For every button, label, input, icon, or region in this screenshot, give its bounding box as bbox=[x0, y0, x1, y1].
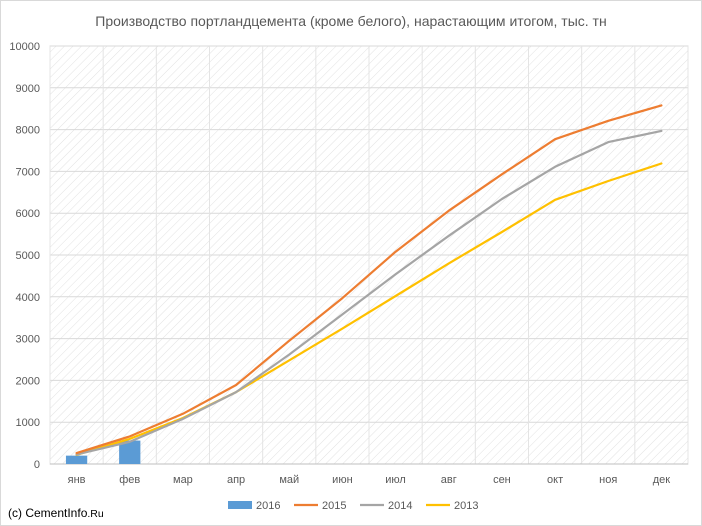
x-tick-label: окт bbox=[547, 474, 563, 486]
credit-prefix: (с) bbox=[8, 506, 25, 520]
legend: 2016 2015 2014 2013 bbox=[228, 500, 478, 512]
y-tick-label: 8000 bbox=[16, 125, 40, 137]
y-tick-label: 9000 bbox=[16, 83, 40, 95]
x-tick-label: сен bbox=[493, 474, 511, 486]
bar-series bbox=[65, 440, 141, 464]
credit-main: CementInfo bbox=[25, 506, 87, 520]
line-series-2014 bbox=[75, 129, 663, 456]
line-series-2013 bbox=[75, 162, 663, 456]
y-tick-label: 2000 bbox=[16, 375, 40, 387]
y-tick-label: 3000 bbox=[16, 334, 40, 346]
legend-label-2013: 2013 bbox=[454, 500, 478, 512]
x-tick-label: мар bbox=[173, 474, 193, 486]
y-tick-label: 5000 bbox=[16, 250, 40, 262]
legend-label-2015: 2015 bbox=[322, 500, 346, 512]
credit-text: (с) CementInfo.Ru bbox=[8, 506, 104, 520]
y-tick-label: 6000 bbox=[16, 208, 40, 220]
y-tick-label: 10000 bbox=[9, 41, 40, 53]
y-tick-label: 4000 bbox=[16, 292, 40, 304]
legend-swatch-2016 bbox=[228, 501, 252, 509]
x-tick-label: апр bbox=[227, 474, 245, 486]
credit-suffix: .Ru bbox=[87, 508, 104, 520]
legend-label-2016: 2016 bbox=[256, 500, 280, 512]
y-tick-label: 1000 bbox=[16, 417, 40, 429]
x-tick-label: фев bbox=[119, 474, 140, 486]
line-series-2015 bbox=[75, 104, 663, 455]
y-axis-ticks: 0 1000 2000 3000 4000 5000 6000 7000 8000 9000 100… bbox=[9, 41, 40, 471]
x-tick-label: июн bbox=[332, 474, 352, 486]
chart-title: Производство портландцемента (кроме бело… bbox=[95, 13, 606, 29]
x-tick-label: авг bbox=[441, 474, 457, 486]
line-series bbox=[75, 104, 663, 456]
x-tick-label: июл bbox=[385, 474, 406, 486]
x-tick-label: май bbox=[279, 474, 299, 486]
legend-label-2014: 2014 bbox=[388, 500, 412, 512]
bar-2016-янв bbox=[65, 455, 88, 464]
x-tick-label: янв bbox=[68, 474, 86, 486]
y-tick-label: 0 bbox=[34, 459, 40, 471]
bar-2016-фев bbox=[119, 440, 141, 464]
x-tick-label: ноя bbox=[599, 474, 617, 486]
x-axis-ticks: янв фев мар апр май июн июл авг сен окт ноя дек bbox=[68, 474, 671, 486]
y-tick-label: 7000 bbox=[16, 166, 40, 178]
x-tick-label: дек bbox=[653, 474, 671, 486]
